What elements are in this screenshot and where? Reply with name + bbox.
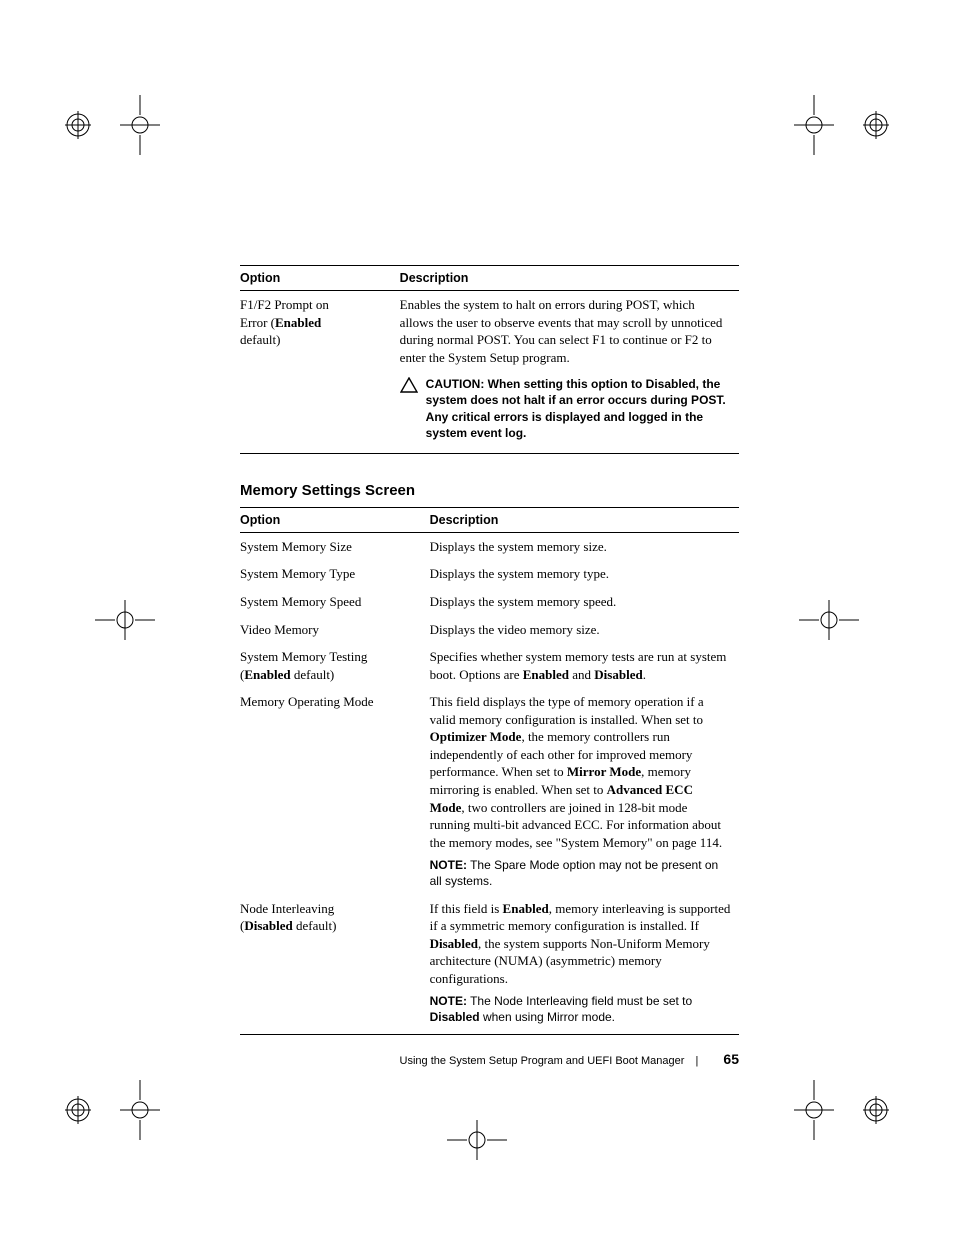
table-row: Video Memory Displays the video memory s…	[240, 616, 739, 644]
section-heading: Memory Settings Screen	[240, 482, 739, 499]
description-cell: Enables the system to halt on errors dur…	[400, 291, 739, 372]
caution-text: CAUTION: When setting this option to Dis…	[426, 376, 731, 441]
page-content: Option Description F1/F2 Prompt on Error…	[0, 0, 954, 1035]
memory-settings-table: Option Description System Memory Size Di…	[240, 507, 739, 1035]
col-header-option: Option	[240, 266, 400, 291]
table-row: System Memory Speed Displays the system …	[240, 588, 739, 616]
option-cell: Memory Operating Mode	[240, 688, 430, 894]
crop-mark-tr-outer	[829, 95, 889, 155]
description-cell: Displays the system memory type.	[430, 560, 739, 588]
table-row: System Memory Size Displays the system m…	[240, 532, 739, 560]
crop-mark-bl-inner	[110, 1080, 170, 1140]
description-cell: Specifies whether system memory tests ar…	[430, 643, 739, 688]
option-cell: System Memory Speed	[240, 588, 430, 616]
crop-guide-top	[140, 95, 814, 155]
option-cell: System Memory Size	[240, 532, 430, 560]
col-header-description: Description	[430, 507, 739, 532]
col-header-description: Description	[400, 266, 739, 291]
note-block: NOTE: The Spare Mode option may not be p…	[430, 857, 731, 889]
note-block: NOTE: The Node Interleaving field must b…	[430, 993, 731, 1025]
description-cell: If this field is Enabled, memory interle…	[430, 895, 739, 1035]
caution-box: CAUTION: When setting this option to Dis…	[400, 376, 731, 445]
table-row: System Memory Testing (Enabled default) …	[240, 643, 739, 688]
crop-mark-br-outer	[829, 1080, 889, 1140]
option-cell: Node Interleaving (Disabled default)	[240, 895, 430, 1035]
option-cell: F1/F2 Prompt on Error (Enabled default)	[240, 291, 400, 372]
page-number: 65	[723, 1051, 739, 1067]
footer-separator: |	[696, 1055, 699, 1067]
options-table-1: Option Description F1/F2 Prompt on Error…	[240, 265, 739, 454]
option-cell: Video Memory	[240, 616, 430, 644]
table-row: Memory Operating Mode This field display…	[240, 688, 739, 894]
table-row: F1/F2 Prompt on Error (Enabled default) …	[240, 291, 739, 372]
page-footer: Using the System Setup Program and UEFI …	[240, 1051, 739, 1067]
crop-mark-mr	[799, 590, 859, 650]
description-cell: Displays the video memory size.	[430, 616, 739, 644]
option-cell: System Memory Testing (Enabled default)	[240, 643, 430, 688]
description-cell: Displays the system memory size.	[430, 532, 739, 560]
table-header-row: Option Description	[240, 266, 739, 291]
table-header-row: Option Description	[240, 507, 739, 532]
table-row: System Memory Type Displays the system m…	[240, 560, 739, 588]
col-header-option: Option	[240, 507, 430, 532]
caution-icon	[400, 377, 418, 397]
description-cell: Displays the system memory speed.	[430, 588, 739, 616]
description-cell: This field displays the type of memory o…	[430, 688, 739, 894]
caution-row: CAUTION: When setting this option to Dis…	[240, 371, 739, 453]
crop-mark-ml	[95, 590, 155, 650]
table-row: Node Interleaving (Disabled default) If …	[240, 895, 739, 1035]
crop-mark-bc	[447, 1110, 507, 1170]
footer-text: Using the System Setup Program and UEFI …	[400, 1055, 685, 1067]
option-cell: System Memory Type	[240, 560, 430, 588]
